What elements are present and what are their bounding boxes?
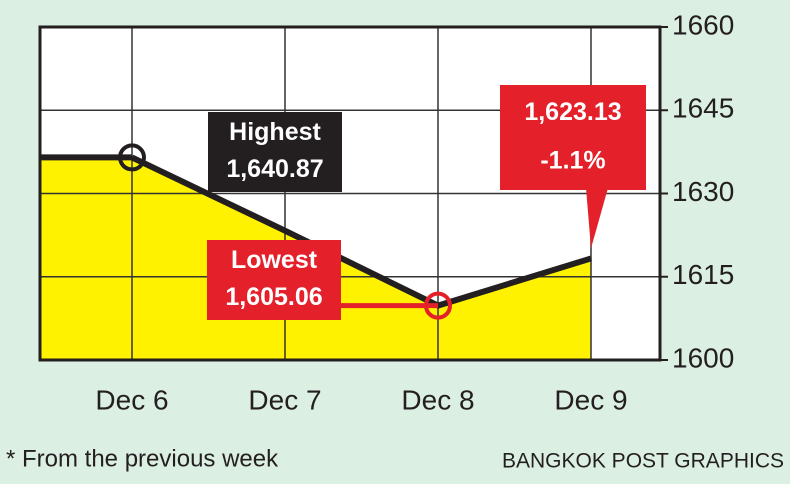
- source: BANGKOK POST GRAPHICS: [502, 450, 784, 473]
- x-tick-label: Dec 8: [401, 384, 474, 415]
- footnote: * From the previous week: [6, 445, 279, 472]
- y-tick-label: 1645: [672, 93, 734, 124]
- x-tick-label: Dec 7: [248, 384, 321, 415]
- point-marker: [424, 291, 452, 320]
- annotation-box: [208, 112, 342, 192]
- y-tick-label: 1660: [672, 9, 734, 40]
- y-tick-label: 1615: [672, 259, 734, 290]
- y-tick-label: 1630: [672, 176, 734, 207]
- plot-border: [38, 25, 662, 362]
- point-marker: [118, 143, 146, 172]
- x-tick-label: Dec 6: [95, 384, 168, 415]
- annotation-box: [207, 240, 341, 320]
- line: [130, 154, 592, 309]
- y-tick-label: 1600: [672, 342, 734, 373]
- callout-pointer: [586, 188, 608, 249]
- x-tick-label: Dec 9: [554, 384, 627, 415]
- annotation-text: 1,623.13: [524, 98, 621, 126]
- annotation-box: [500, 85, 646, 190]
- annotation-text: Lowest: [231, 246, 318, 274]
- annotation-text: Highest: [229, 118, 321, 146]
- annotation-text: -1.1%: [540, 146, 605, 174]
- annotation-text: 1,605.06: [225, 283, 322, 311]
- annotation-text: 1,640.87: [226, 155, 323, 183]
